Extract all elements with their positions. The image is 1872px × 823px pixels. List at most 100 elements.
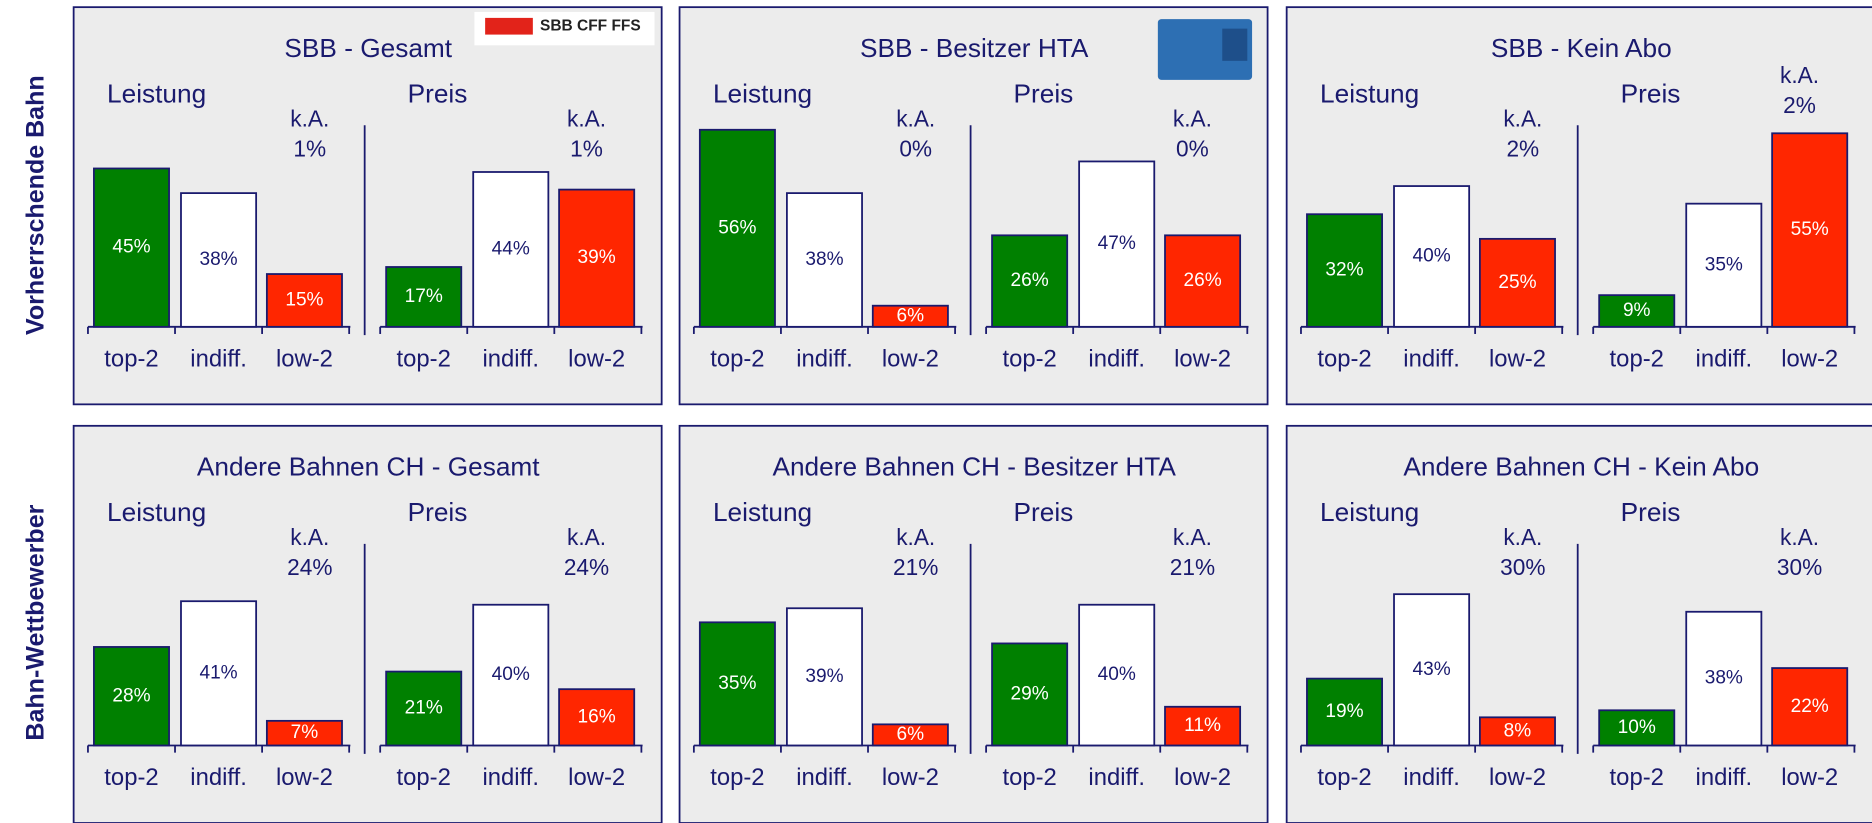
na-label: k.A. [567,105,606,131]
bar [180,192,258,328]
bar [1479,716,1556,747]
category-label: top-2 [1317,764,1371,791]
value-label: 38% [1705,668,1743,689]
na-label: k.A. [290,105,329,131]
category-label: top-2 [1317,346,1371,373]
value-label: 6% [897,724,925,745]
bar [1078,603,1156,747]
na-value: 0% [1176,135,1209,161]
bar [385,670,463,747]
bar [265,273,343,328]
category-label: indiff. [796,764,853,791]
na-value: 21% [893,554,938,580]
row-label: Bahn-Wettbewerber [21,504,49,740]
category-label: low-2 [1489,346,1546,373]
bar [265,719,343,747]
category-label: indiff. [1696,764,1753,791]
group-label: Preis [408,78,468,108]
group-label: Leistung [1320,497,1419,527]
bar [1771,667,1849,747]
na-label: k.A. [1173,105,1212,131]
na-value: 24% [564,554,609,580]
na-label: k.A. [1780,62,1819,88]
value-label: 39% [805,666,843,687]
card-stripe [1222,28,1248,61]
value-label: 8% [1504,720,1532,741]
category-label: indiff. [1088,764,1145,791]
category-label: indiff. [483,764,540,791]
value-label: 19% [1325,701,1363,722]
bar [786,192,863,328]
value-label: 10% [1618,717,1656,738]
bar [1393,593,1471,747]
value-label: 41% [199,662,237,683]
bar [991,234,1069,328]
bar [1164,705,1242,747]
group-label: Leistung [713,497,812,527]
category-label: low-2 [1174,764,1231,791]
value-label: 6% [897,305,925,326]
panel-title: Andere Bahnen CH - Kein Abo [1403,452,1759,482]
value-label: 38% [199,249,237,270]
value-label: 25% [1498,272,1536,293]
value-label: 28% [112,685,150,706]
bar [1598,709,1676,747]
na-value: 2% [1783,92,1816,118]
bar [1771,132,1849,328]
value-label: 35% [1705,254,1743,275]
value-label: 35% [718,673,756,694]
na-value: 1% [293,135,326,161]
value-label: 32% [1325,260,1363,281]
category-label: top-2 [104,346,158,373]
value-label: 45% [112,237,150,258]
category-label: low-2 [882,346,939,373]
category-label: low-2 [568,346,625,373]
category-label: low-2 [1489,764,1546,791]
bar [871,304,949,328]
category-label: indiff. [190,346,247,373]
group-label: Leistung [713,78,812,108]
group-label: Preis [1621,497,1681,527]
panel [1285,424,1872,823]
bar [1393,185,1471,328]
group-label: Preis [1014,497,1074,527]
bar [991,642,1069,747]
category-label: low-2 [276,346,333,373]
bar [1306,213,1383,328]
category-label: top-2 [710,764,764,791]
bar [1685,202,1763,328]
category-label: top-2 [1610,346,1664,373]
na-value: 30% [1500,554,1545,580]
na-value: 2% [1506,135,1539,161]
value-label: 17% [405,286,443,307]
logo-mark [485,17,533,35]
category-label: low-2 [1174,346,1231,373]
na-value: 30% [1777,554,1822,580]
category-label: top-2 [1002,346,1056,373]
value-label: 26% [1011,270,1049,291]
bar [698,621,776,747]
category-label: indiff. [190,764,247,791]
bar [472,603,550,747]
group-label: Leistung [107,78,206,108]
category-label: indiff. [1088,346,1145,373]
bar [472,171,550,328]
na-label: k.A. [290,524,329,550]
panel-title: Andere Bahnen CH - Besitzer HTA [772,452,1176,482]
value-label: 56% [718,217,756,238]
value-label: 29% [1011,683,1049,704]
value-label: 39% [578,247,616,268]
value-label: 47% [1098,233,1136,254]
bar [385,266,463,328]
value-label: 26% [1183,270,1221,291]
category-label: top-2 [1002,764,1056,791]
category-label: indiff. [1696,346,1753,373]
value-label: 9% [1623,300,1651,321]
na-label: k.A. [1173,524,1212,550]
row-label: Vorherrschende Bahn [21,75,49,335]
category-label: top-2 [397,346,451,373]
value-label: 7% [291,722,319,743]
bar [1685,610,1763,747]
value-label: 38% [805,249,843,270]
